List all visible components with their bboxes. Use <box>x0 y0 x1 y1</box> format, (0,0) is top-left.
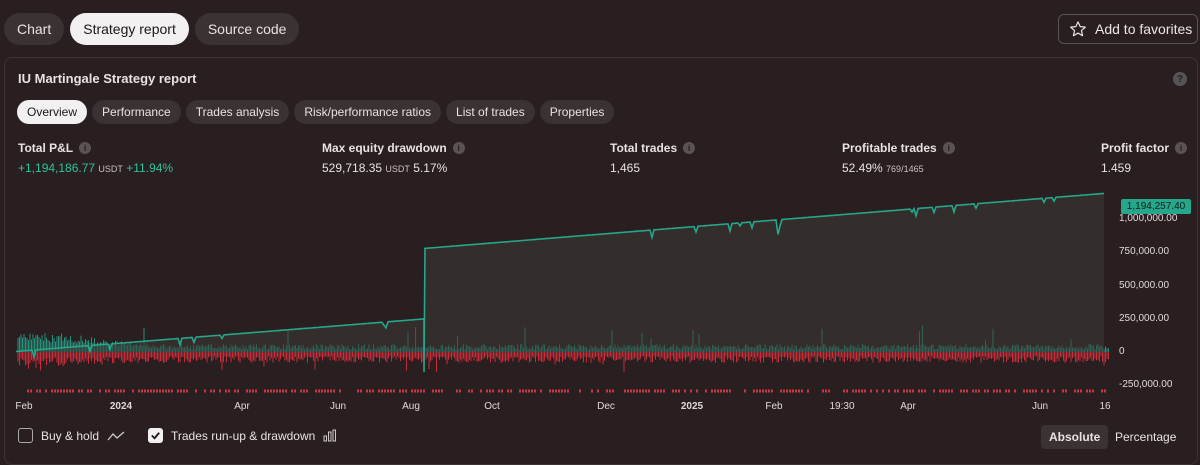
tab-source-code[interactable]: Source code <box>194 13 300 45</box>
buy-hold-checkbox[interactable] <box>18 428 33 443</box>
pnl-pct: +11.94% <box>126 161 174 175</box>
dd-value: 529,718.35 <box>322 161 383 175</box>
subtab-properties[interactable]: Properties <box>539 100 615 124</box>
info-icon[interactable]: i <box>683 142 696 154</box>
info-icon[interactable]: i <box>79 142 92 154</box>
report-panel: IU Martingale Strategy report ? Overview… <box>4 57 1198 465</box>
x-tick-label: Aug <box>402 401 420 412</box>
subtab-trades-analysis[interactable]: Trades analysis <box>185 100 290 124</box>
metric-label: Max equity drawdown <box>322 141 447 155</box>
percentage-button[interactable]: Percentage <box>1115 430 1177 444</box>
metric-label: Total trades <box>610 141 678 155</box>
top-tabs: Chart Strategy report Source code <box>4 13 300 45</box>
tab-chart[interactable]: Chart <box>4 13 65 45</box>
dd-pct: 5.17% <box>413 161 448 175</box>
pnl-value: +1,194,186.77 <box>18 161 96 175</box>
info-icon[interactable]: i <box>452 142 465 154</box>
y-tick-label: 750,000.00 <box>1119 246 1170 258</box>
y-tick-label: 0 <box>1119 346 1125 358</box>
pnl-unit: USDT <box>98 164 123 174</box>
subtab-risk-ratios[interactable]: Risk/performance ratios <box>294 100 442 124</box>
report-subtabs: Overview Performance Trades analysis Ris… <box>17 100 615 124</box>
metric-label: Total P&L <box>18 141 74 155</box>
favorites-label: Add to favorites <box>1095 21 1193 37</box>
subtab-list-of-trades[interactable]: List of trades <box>446 100 535 124</box>
metric-profitable-trades: Profitable trades i 52.49% 769/1465 <box>842 141 955 175</box>
x-tick-label: Dec <box>597 401 615 412</box>
subtab-performance[interactable]: Performance <box>92 100 181 124</box>
x-tick-label: Apr <box>234 401 250 412</box>
x-tick-label: Feb <box>765 401 783 412</box>
metric-profit-factor: Profit factor i 1.459 <box>1101 141 1188 175</box>
profitable-ratio: 769/1465 <box>886 164 924 174</box>
dd-unit: USDT <box>385 164 410 174</box>
runup-drawdown-checkbox[interactable] <box>148 428 163 443</box>
add-to-favorites-button[interactable]: Add to favorites <box>1058 14 1198 44</box>
x-tick-label: 16 <box>1099 401 1111 412</box>
metric-total-trades: Total trades i 1,465 <box>610 141 696 175</box>
metric-label: Profit factor <box>1101 141 1170 155</box>
metric-label: Profitable trades <box>842 141 937 155</box>
equity-chart[interactable] <box>16 186 1116 396</box>
x-tick-label: 19:30 <box>829 401 855 412</box>
equity-line <box>16 192 1105 373</box>
check-icon <box>151 432 160 440</box>
y-tick-label: 1,000,000.00 <box>1119 213 1178 225</box>
x-tick-label: Feb <box>15 401 33 412</box>
x-tick-label: Apr <box>900 401 916 412</box>
y-tick-label: 500,000.00 <box>1119 279 1170 291</box>
absolute-button[interactable]: Absolute <box>1041 425 1109 449</box>
star-icon <box>1070 21 1086 37</box>
info-icon[interactable]: i <box>1175 142 1188 154</box>
current-value-tag: 1,194,257.40 <box>1121 199 1191 214</box>
buy-hold-label: Buy & hold <box>41 428 100 443</box>
x-tick-label: 2025 <box>680 401 704 412</box>
x-tick-label: Oct <box>484 401 500 412</box>
line-chart-icon <box>107 431 125 440</box>
metric-total-pnl: Total P&L i +1,194,186.77 USDT +11.94% <box>18 141 173 175</box>
runup-drawdown-label: Trades run-up & drawdown <box>171 428 316 443</box>
pf-value: 1.459 <box>1101 161 1132 175</box>
y-tick-label: -250,000.00 <box>1119 379 1173 391</box>
help-icon[interactable]: ? <box>1173 72 1187 86</box>
profitable-value: 52.49% <box>842 161 883 175</box>
drawdown-bars <box>17 352 1109 372</box>
report-title: IU Martingale Strategy report <box>18 71 197 86</box>
subtab-overview[interactable]: Overview <box>17 100 88 124</box>
runup-drawdown-toggle[interactable]: Trades run-up & drawdown <box>148 428 339 443</box>
x-tick-label: 2024 <box>109 401 133 412</box>
x-tick-label: Jun <box>1031 401 1049 412</box>
equity-area <box>16 193 1104 373</box>
metric-max-drawdown: Max equity drawdown i 529,718.35 USDT 5.1… <box>322 141 465 175</box>
trades-value: 1,465 <box>610 161 641 175</box>
buy-hold-toggle[interactable]: Buy & hold <box>18 428 125 443</box>
y-tick-label: 250,000.00 <box>1119 312 1170 324</box>
bar-chart-icon <box>323 429 337 442</box>
x-tick-label: Jun <box>329 401 347 412</box>
info-icon[interactable]: i <box>942 142 955 154</box>
tab-strategy-report[interactable]: Strategy report <box>70 13 189 45</box>
